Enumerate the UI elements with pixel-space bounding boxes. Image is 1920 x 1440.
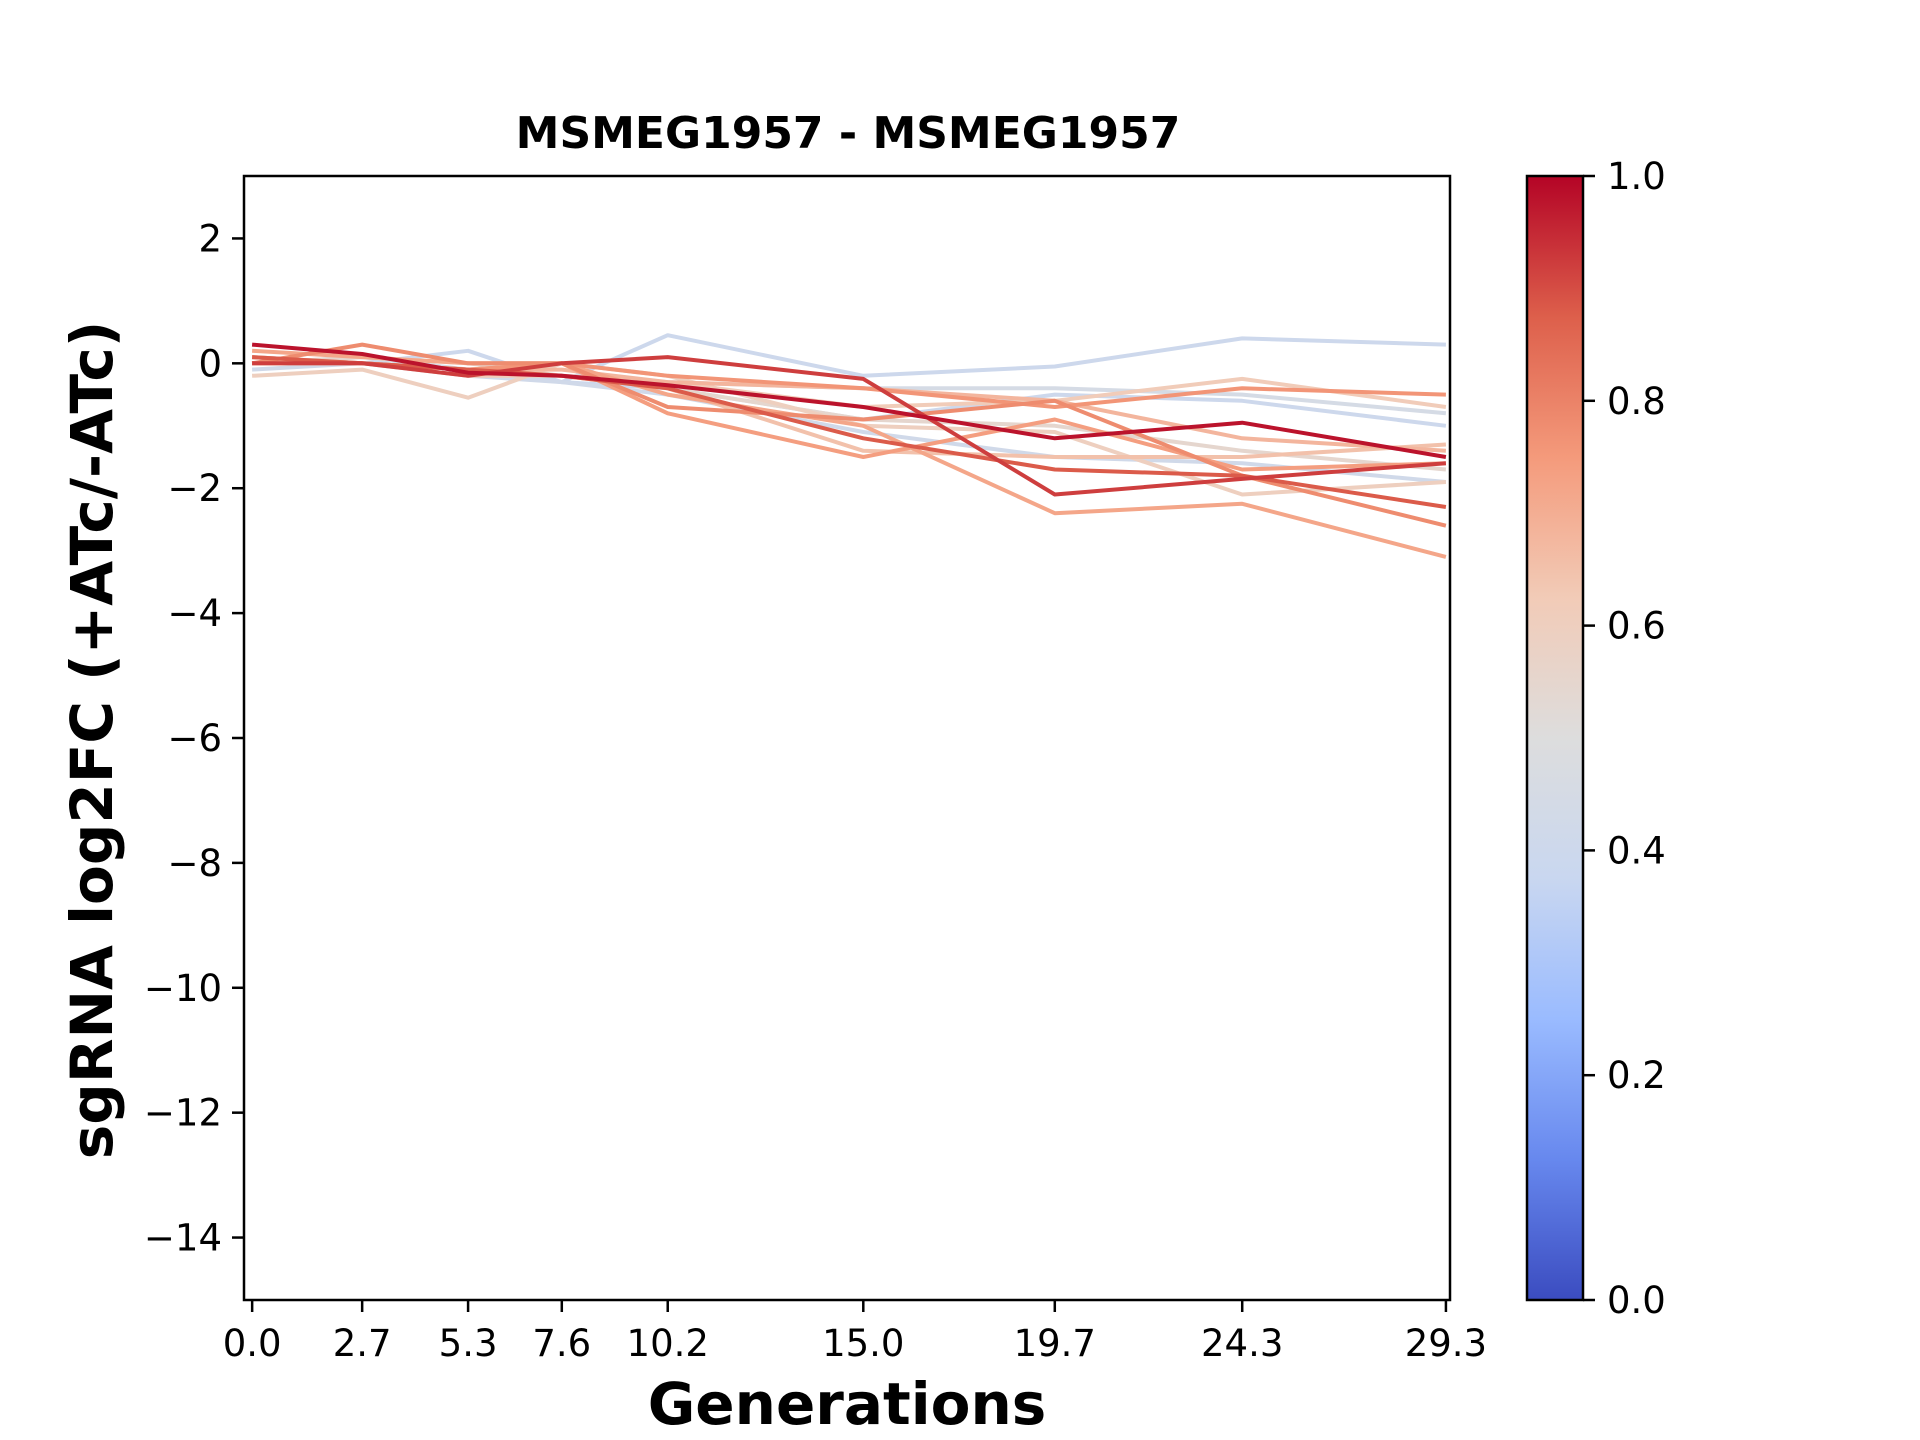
series-line-15 [252, 355, 1447, 497]
colorbar-tick-label: 0.2 [1607, 1054, 1666, 1097]
y-tick-label: −10 [144, 967, 222, 1010]
y-tick-label: −4 [167, 592, 222, 635]
x-axis-label: Generations [648, 1370, 1047, 1438]
x-tick-label: 7.6 [532, 1322, 591, 1365]
y-tick-label: −8 [167, 842, 222, 885]
colorbar-ticks: 1.0 0.8 0.6 0.4 0.2 0.0 [1583, 155, 1666, 1322]
y-tick-label: −14 [144, 1217, 222, 1260]
colorbar-tick-label: 0.0 [1607, 1279, 1666, 1322]
colorbar [1525, 174, 1585, 1302]
x-tick-label: 5.3 [439, 1322, 498, 1365]
colorbar-tick-label: 0.4 [1607, 829, 1666, 872]
colorbar-tick-label: 1.0 [1607, 155, 1666, 198]
series-lines [251, 333, 1447, 559]
x-tick-label: 29.3 [1405, 1322, 1487, 1365]
series-line-13 [251, 342, 1447, 528]
y-tick-label: −2 [167, 467, 222, 510]
x-tick-label: 24.3 [1201, 1322, 1283, 1365]
colorbar-tick-label: 0.8 [1607, 380, 1666, 423]
plot-area-frame [242, 174, 1452, 1302]
series-line-16 [251, 342, 1447, 459]
series-line-14 [251, 355, 1447, 509]
y-tick-label: 0 [198, 342, 222, 385]
x-tick-label: 0.0 [223, 1322, 282, 1365]
x-tick-label: 15.0 [822, 1322, 904, 1365]
y-tick-label: −12 [144, 1092, 222, 1135]
x-tick-label: 2.7 [333, 1322, 392, 1365]
y-tick-label: 2 [198, 217, 222, 260]
y-tick-label: −6 [167, 717, 222, 760]
y-axis-ticks: 2 0 −2 −4 −6 −8 −10 −12 −14 [144, 217, 244, 1260]
x-tick-label: 10.2 [627, 1322, 709, 1365]
colorbar-tick-label: 0.6 [1607, 605, 1666, 648]
y-axis-label: sgRNA log2FC (+ATc/-ATc) [58, 321, 126, 1159]
chart-title: MSMEG1957 - MSMEG1957 [516, 108, 1181, 159]
x-tick-label: 19.7 [1014, 1322, 1096, 1365]
x-axis-ticks: 0.0 2.7 5.3 7.6 10.2 15.0 19.7 24.3 29.3 [223, 1300, 1487, 1365]
